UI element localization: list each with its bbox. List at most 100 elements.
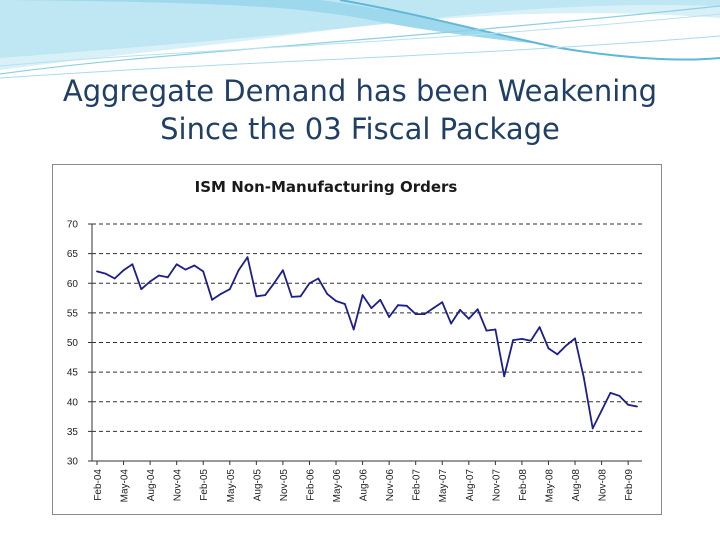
chart-frame: ISM Non-Manufacturing Orders 30 35 40 45 50 5… <box>52 164 662 515</box>
data-point <box>388 316 391 318</box>
data-point <box>290 295 293 298</box>
y-tick-label: 70 <box>67 220 79 231</box>
data-point <box>414 313 417 315</box>
data-point <box>636 405 638 408</box>
data-point <box>335 300 337 302</box>
x-tick-label: Nov-08 <box>598 469 609 502</box>
data-point <box>379 298 382 301</box>
y-tick-label: 35 <box>67 427 79 438</box>
x-tick-label: May-05 <box>226 469 237 503</box>
data-point <box>264 294 267 296</box>
data-point <box>529 339 532 342</box>
y-tick-label: 45 <box>67 368 79 379</box>
x-tick-label: Aug-08 <box>571 469 582 502</box>
slide-title-line-2: Since the 03 Fiscal Package <box>160 112 560 146</box>
data-point <box>326 293 329 295</box>
data-point <box>308 282 311 285</box>
x-tick-label: Aug-05 <box>252 469 263 502</box>
data-point <box>627 403 630 406</box>
data-point <box>556 353 559 356</box>
x-tick-label: Nov-07 <box>491 469 502 502</box>
data-point <box>574 337 576 340</box>
x-tick-label: May-07 <box>438 469 449 503</box>
data-point <box>211 298 213 301</box>
data-point <box>618 394 621 397</box>
y-tick-label: 50 <box>67 338 79 349</box>
data-point <box>370 307 373 310</box>
data-point <box>405 304 408 307</box>
data-point <box>104 272 107 275</box>
data-point <box>485 329 488 332</box>
x-tick-label: Aug-07 <box>465 469 476 502</box>
data-point <box>432 307 435 310</box>
data-point <box>441 301 444 304</box>
data-point <box>512 339 514 342</box>
y-tick-label: 60 <box>67 279 79 290</box>
data-point <box>565 344 568 347</box>
data-point <box>547 347 550 350</box>
x-tick-label: May-08 <box>544 469 555 503</box>
decorative-banner <box>0 0 720 79</box>
slide-title: Aggregate Demand has been Weakening Sinc… <box>0 72 720 148</box>
series-layer <box>96 256 638 430</box>
chart-title: ISM Non-Manufacturing Orders <box>195 178 458 196</box>
data-point <box>538 326 541 328</box>
data-point <box>397 304 399 307</box>
x-tick-label: Feb-06 <box>305 469 316 501</box>
data-point <box>220 293 222 295</box>
data-point <box>361 294 364 296</box>
data-point <box>600 409 603 412</box>
x-tick-label: May-04 <box>120 469 131 503</box>
line-chart: ISM Non-Manufacturing Orders 30 35 40 45 50 5… <box>67 178 642 503</box>
x-tick-label: Nov-04 <box>173 469 184 502</box>
data-point <box>166 276 169 279</box>
banner-swoosh <box>339 0 720 61</box>
slide-title-line-1: Aggregate Demand has been Weakening <box>62 74 658 108</box>
axis-layer: 30 35 40 45 50 55 60 65 70 Feb-04 May-04 Aug-04 Nov-… <box>67 220 642 503</box>
data-point <box>582 377 585 379</box>
data-point <box>459 309 461 311</box>
data-point <box>193 264 196 267</box>
data-point <box>131 263 134 266</box>
data-point <box>423 313 426 315</box>
data-point <box>609 391 612 394</box>
data-point <box>175 263 178 266</box>
data-point <box>317 277 320 280</box>
data-point <box>140 288 143 291</box>
data-point <box>149 280 152 283</box>
x-tick-label: Nov-05 <box>279 469 290 502</box>
grid-layer <box>92 223 642 432</box>
data-point <box>503 375 506 378</box>
data-point <box>246 256 249 259</box>
data-point <box>352 328 355 331</box>
y-tick-label: 40 <box>67 397 79 408</box>
x-tick-label: Aug-06 <box>359 469 370 502</box>
data-point <box>343 303 346 305</box>
y-tick-label: 55 <box>67 308 79 319</box>
data-point <box>228 288 231 291</box>
data-point <box>237 269 240 272</box>
data-point <box>282 269 284 272</box>
x-tick-label: Feb-09 <box>624 469 635 501</box>
x-tick-label: Feb-07 <box>412 469 423 501</box>
banner-wave-mid <box>0 0 720 58</box>
data-point <box>122 269 125 272</box>
data-point <box>96 270 98 273</box>
x-tick-label: Feb-08 <box>518 469 529 501</box>
data-point <box>113 277 116 280</box>
data-point <box>184 268 187 271</box>
data-point <box>521 338 523 340</box>
data-point <box>158 274 160 277</box>
data-point <box>467 317 470 320</box>
banner-line-1 <box>0 5 720 75</box>
data-point <box>299 295 302 298</box>
x-tick-label: Nov-06 <box>385 469 396 502</box>
data-point <box>202 270 205 273</box>
data-point <box>450 322 452 325</box>
banner-wave-dark <box>0 0 540 44</box>
y-tick-label: 30 <box>67 457 79 468</box>
data-point <box>494 328 497 331</box>
banner-line-3 <box>0 35 720 79</box>
banner-line-2 <box>0 13 720 67</box>
y-tick-label: 65 <box>67 249 79 260</box>
